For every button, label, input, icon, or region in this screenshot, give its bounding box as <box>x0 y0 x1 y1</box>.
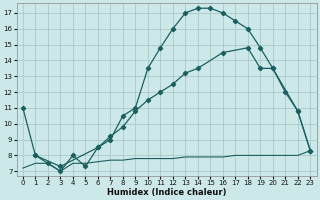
X-axis label: Humidex (Indice chaleur): Humidex (Indice chaleur) <box>107 188 226 197</box>
